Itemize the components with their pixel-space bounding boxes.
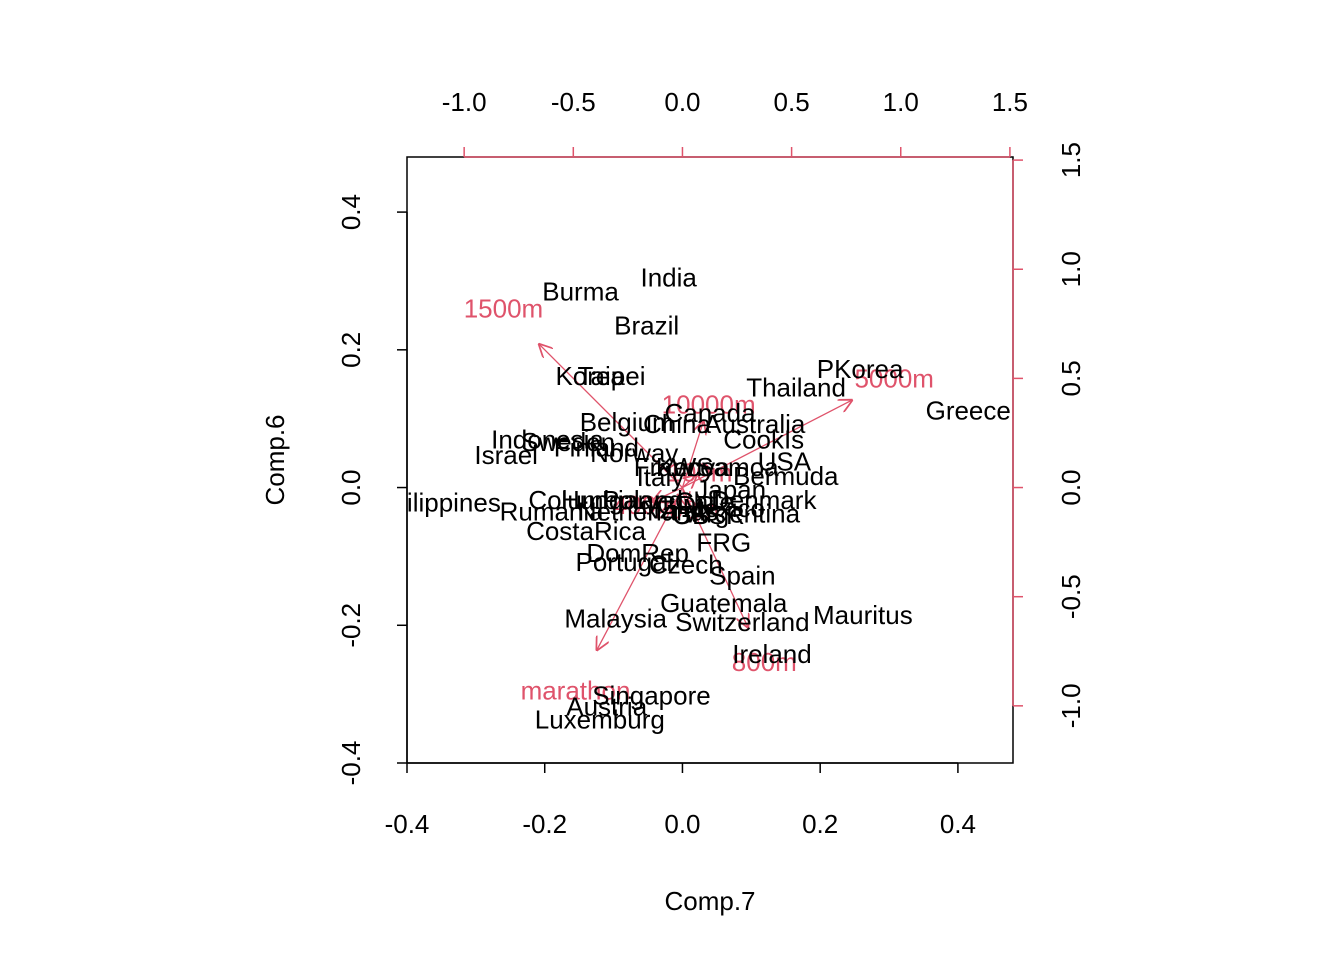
observation-label: Rumania (500, 497, 605, 527)
observation-label: Ireland (732, 639, 812, 669)
loading-label: 400m (613, 490, 678, 520)
observation-label: WSamoa (672, 452, 779, 482)
bottom-tick-label: 0.2 (802, 809, 838, 839)
observation-label: Israel (474, 440, 538, 470)
observation-label: Bermuda (733, 461, 839, 491)
observation-label: USA (758, 446, 812, 476)
observation-label: Kenya (656, 452, 730, 482)
bottom-tick-label: -0.4 (385, 809, 430, 839)
observation-label: GDR (657, 490, 715, 520)
right-tick-label: 1.0 (1056, 251, 1086, 287)
observation-label: Switzerland (675, 607, 809, 637)
observation-label: Burma (542, 276, 619, 306)
observation-label: DomRep (586, 538, 689, 568)
observation-label: Malaysia (564, 603, 667, 633)
right-tick-label: -1.0 (1056, 683, 1086, 728)
observation-label: Guatemala (660, 588, 788, 618)
observation-label: Norway (590, 438, 678, 468)
observation-label: Columbia (528, 485, 638, 515)
observation-label: Indonesia (491, 424, 604, 454)
top-tick-label: 0.5 (774, 87, 810, 117)
observation-label: Singapore (592, 681, 711, 711)
observation-label: Hungary (561, 485, 659, 515)
loading-label: 800m (732, 647, 797, 677)
observation-label: Austria (566, 692, 647, 722)
observation-label: CostaRica (526, 516, 646, 546)
loading-arrow (653, 486, 683, 502)
observation-label: Poland (602, 485, 683, 515)
y-axis-label: Comp.6 (260, 414, 290, 505)
bottom-tick-label: 0.4 (940, 809, 976, 839)
observation-label: Australia (704, 409, 806, 439)
observation-label: PKorea (817, 354, 904, 384)
observation-label: Portugal (575, 547, 672, 577)
bottom-tick-label: -0.2 (522, 809, 567, 839)
left-tick-label: -0.4 (336, 741, 366, 786)
observation-label: Taipei (578, 361, 646, 391)
observation-label: Argentina (689, 499, 801, 529)
left-tick-label: 0.4 (336, 194, 366, 230)
observation-label: NZ (641, 495, 676, 525)
observation-label: GB (672, 500, 710, 530)
right-tick-label: 0.5 (1056, 360, 1086, 396)
top-tick-label: 1.0 (883, 87, 919, 117)
loading-arrow (539, 344, 683, 489)
observation-label: Netherlands (578, 497, 718, 527)
observation-label: Finland (554, 433, 639, 463)
bottom-tick-label: 0.0 (664, 809, 700, 839)
observation-label: Czech (649, 550, 723, 580)
observation-label: Canada (664, 398, 756, 428)
observation-label: Korea (555, 361, 625, 391)
left-tick-label: 0.0 (336, 469, 366, 505)
top-tick-label: -1.0 (442, 87, 487, 117)
observation-label: FRG (696, 528, 751, 558)
observation-label: Philippines (375, 488, 501, 518)
right-tick-label: 0.0 (1056, 469, 1086, 505)
observation-label: Belgium (580, 407, 674, 437)
left-tick-label: -0.2 (336, 603, 366, 648)
observation-label: Greece (926, 395, 1011, 425)
loading-arrow (597, 487, 684, 650)
observation-label: Denmark (711, 485, 817, 515)
loading-label: 10000m (662, 390, 756, 420)
observation-label: CookIs (723, 424, 804, 454)
observation-label: China (643, 409, 711, 439)
observation-label: France (634, 452, 715, 482)
axes: -0.4 -0.2 0.0 0.2 0.4 -0.4 -0.2 0.0 0.2 0.4 -1.0 -0… (336, 87, 1086, 839)
observation-label: Mexico (683, 493, 765, 523)
observation-label: India (640, 263, 697, 293)
observation-label: Italy (637, 462, 685, 492)
loading-arrow (682, 400, 851, 489)
observation-label: Sweden (521, 427, 615, 457)
top-tick-label: 0.0 (664, 87, 700, 117)
observation-label: Chile (675, 486, 734, 516)
observation-label: Japan (695, 475, 766, 505)
x-axis-label: Comp.7 (664, 886, 755, 916)
right-tick-label: -0.5 (1056, 574, 1086, 619)
top-tick-label: -0.5 (551, 87, 596, 117)
right-tick-label: 1.5 (1056, 142, 1086, 178)
loading-label: marathon (521, 676, 631, 706)
loading-arrow (682, 475, 696, 487)
loading-arrow (681, 487, 747, 628)
loading-label: 100m (667, 457, 732, 487)
loading-label: 5000m (854, 363, 934, 393)
top-tick-label: 1.5 (992, 87, 1028, 117)
loading-arrow (682, 487, 685, 505)
observation-label: Thailand (746, 373, 846, 403)
observation-label: USSR (672, 500, 744, 530)
observation-label: Mauritus (813, 600, 913, 630)
observation-label: Brazil (614, 311, 679, 341)
left-tick-label: 0.2 (336, 332, 366, 368)
observation-label: Luxemburg (535, 705, 665, 735)
observation-label: Spain (709, 561, 776, 591)
loading-label: 1500m (464, 294, 544, 324)
